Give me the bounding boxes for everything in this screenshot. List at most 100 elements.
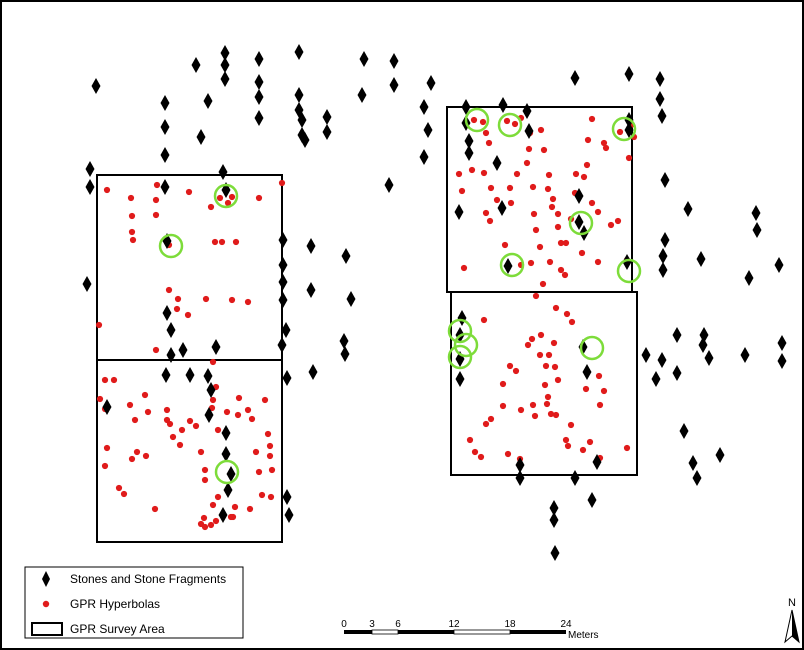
gpr-hyperbola-point [103,186,111,194]
gpr-hyperbola-point [197,448,205,456]
gpr-hyperbola-point [602,144,610,152]
scale-tick-24: 24 [560,619,572,630]
stone-marker [162,305,172,321]
stone-marker [339,333,349,349]
stone-marker [160,179,170,195]
gpr-hyperbola-point [554,210,562,218]
stone-marker [419,149,429,165]
gpr-hyperbola-point [554,376,562,384]
gpr-hyperbola-point [546,258,554,266]
stone-marker [300,132,310,148]
gpr-hyperbola-point [232,238,240,246]
stone-marker [592,454,602,470]
gpr-hyperbola-point [152,346,160,354]
gpr-hyperbola-point [128,455,136,463]
stone-marker [220,57,230,73]
highlight-circle [579,335,605,361]
gpr-hyperbola-point [246,505,254,513]
gpr-hyperbola-point [224,199,232,207]
stone-marker [582,364,592,380]
stone-marker [777,335,787,351]
gpr-hyperbola-point [266,442,274,450]
gpr-hyperbola-point [460,264,468,272]
gpr-hyperbola-point [173,305,181,313]
gpr-hyperbola-point [267,493,275,501]
gpr-hyperbola-point [545,351,553,359]
stone-marker [503,258,513,274]
gpr-hyperbola-point [152,211,160,219]
gpr-hyperbola-point [580,173,588,181]
gpr-hyperbola-point [537,331,545,339]
stone-marker [185,367,195,383]
gpr-hyperbola-point [586,438,594,446]
highlight-circle [616,258,642,284]
stone-marker [574,214,584,230]
stone-marker [550,545,560,561]
stone-marker [688,455,698,471]
north-arrow: N [784,597,800,644]
gpr-hyperbola-point [201,523,209,531]
gpr-hyperbola-point [200,514,208,522]
highlight-circle [447,318,473,344]
stone-marker [389,53,399,69]
gpr-hyperbola-point [525,145,533,153]
legend-survey-label: GPR Survey Area [70,622,165,636]
gpr-hyperbola-point [504,450,512,458]
gpr-hyperbola-point [564,442,572,450]
gpr-hyperbola-point [561,271,569,279]
gpr-hyperbola-point [208,404,216,412]
stone-marker [160,95,170,111]
legend-stones-label: Stones and Stone Fragments [70,572,226,586]
gpr-hyperbola-point [166,420,174,428]
gpr-hyperbola-point [126,401,134,409]
stone-marker [454,204,464,220]
stone-marker [515,457,525,473]
stone-marker [655,91,665,107]
stone-marker [679,423,689,439]
north-label: N [788,597,796,609]
stone-marker [203,93,213,109]
gpr-hyperbola-point [614,217,622,225]
survey-area-east-north [446,106,633,293]
gpr-hyperbola-point [594,208,602,216]
gpr-hyperbola-point [501,241,509,249]
stone-marker [498,97,508,113]
gpr-hyperbola-point [218,238,226,246]
stone-marker [699,327,709,343]
stone-marker [297,112,307,128]
stone-marker [161,367,171,383]
gpr-hyperbola-point [212,517,220,525]
gpr-hyperbola-point [482,420,490,428]
gpr-hyperbola-point [541,381,549,389]
gpr-hyperbola-point [554,223,562,231]
stone-marker [82,276,92,292]
stone-marker [220,45,230,61]
stone-marker [346,291,356,307]
gpr-hyperbola-point [529,401,537,409]
gpr-hyperbola-point [201,466,209,474]
gpr-hyperbola-point [192,422,200,430]
gpr-hyperbola-point [552,411,560,419]
gpr-hyperbola-point [209,396,217,404]
stone-marker [751,205,761,221]
gpr-hyperbola-point [129,236,137,244]
gpr-hyperbola-point [202,295,210,303]
gpr-hyperbola-point [567,421,575,429]
stone-marker [715,447,725,463]
gpr-hyperbola-point [550,339,558,347]
stone-marker [340,346,350,362]
gpr-hyperbola-point [216,194,224,202]
stone-marker [497,200,507,216]
gpr-hyperbola-point [207,521,215,529]
gpr-hyperbola-point [557,266,565,274]
stone-marker [218,507,228,523]
legend-hyperbola-symbol [42,600,50,608]
gpr-hyperbola-point [616,128,624,136]
stone-marker [660,232,670,248]
stone-marker [384,177,394,193]
stone-marker [426,75,436,91]
stone-marker [658,262,668,278]
gpr-hyperbola-point [248,415,256,423]
